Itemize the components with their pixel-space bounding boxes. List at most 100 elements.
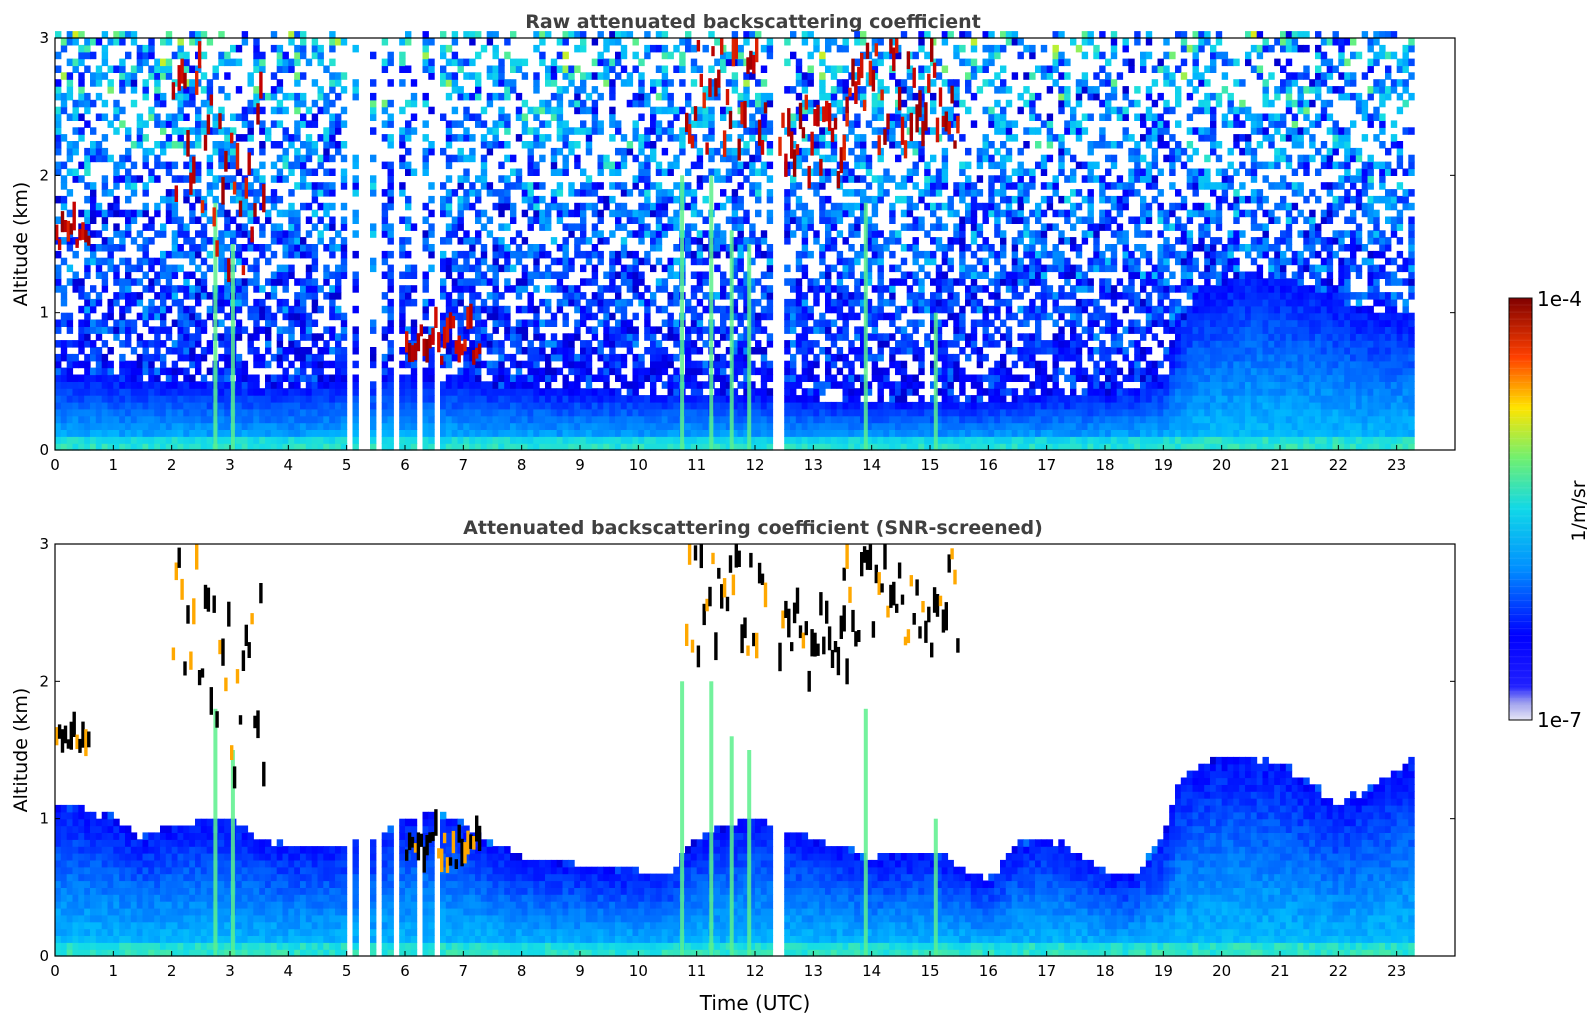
heatmap-cell: [644, 127, 651, 135]
heatmap-cell: [136, 209, 144, 218]
heatmap-cell: [568, 333, 575, 341]
heatmap-cell: [877, 257, 884, 266]
heatmap-cell: [498, 360, 505, 369]
heatmap-cell: [206, 422, 214, 430]
heatmap-cell: [451, 250, 459, 259]
heatmap-cell: [399, 360, 406, 369]
heatmap-cell: [107, 305, 114, 314]
heatmap-cell: [871, 285, 879, 293]
heatmap-cell: [457, 298, 464, 307]
heatmap-cell: [200, 292, 208, 300]
heatmap-cell: [562, 429, 569, 437]
heatmap-cell: [340, 182, 348, 190]
heatmap-cell: [545, 340, 552, 348]
heatmap-cell: [475, 189, 482, 197]
heatmap-cell: [795, 216, 803, 224]
heatmap-cell: [177, 305, 184, 314]
heatmap-cell: [819, 92, 826, 101]
heatmap-cell: [195, 443, 202, 451]
heatmap-cell: [801, 237, 809, 245]
heatmap-cell: [819, 154, 826, 163]
heatmap-cell: [125, 340, 132, 348]
heatmap-cell: [696, 120, 704, 128]
heatmap-cell: [160, 147, 167, 156]
heatmap-cell: [842, 374, 849, 382]
heatmap-cell: [673, 374, 680, 382]
heatmap-cell: [387, 340, 394, 348]
heatmap-cell: [877, 395, 884, 403]
heatmap-cell: [218, 209, 225, 218]
heatmap-cell: [877, 51, 884, 60]
heatmap-cell: [486, 147, 494, 156]
heatmap-cell: [160, 271, 167, 279]
heatmap-cell: [259, 147, 266, 156]
heatmap-cell: [661, 264, 669, 273]
heatmap-cell: [160, 401, 167, 410]
heatmap-cell: [574, 429, 581, 437]
heatmap-cell: [60, 285, 68, 293]
heatmap-cell: [200, 401, 208, 410]
heatmap-cell: [311, 99, 319, 108]
heatmap-cell: [463, 257, 470, 266]
heatmap-cell: [410, 127, 418, 135]
heatmap-cell: [142, 92, 149, 101]
heatmap-cell: [830, 154, 838, 163]
heatmap-cell: [515, 340, 523, 348]
heatmap-cell: [101, 422, 109, 430]
heatmap-cell: [119, 230, 126, 238]
heatmap-cell: [533, 436, 540, 444]
heatmap-cell: [445, 415, 453, 424]
heatmap-cell: [877, 230, 884, 238]
heatmap-cell: [865, 401, 873, 410]
heatmap-cell: [300, 360, 307, 369]
heatmap-cell: [171, 388, 179, 396]
heatmap-cell: [655, 223, 663, 231]
heatmap-cell: [749, 298, 756, 307]
heatmap-cell: [200, 99, 208, 108]
heatmap-cell: [451, 51, 459, 60]
heatmap-cell: [130, 189, 138, 197]
heatmap-cell: [154, 347, 161, 355]
heatmap-cell: [842, 388, 849, 396]
heatmap-cell: [230, 154, 237, 163]
heatmap-cell: [311, 395, 319, 403]
heatmap-cell: [860, 401, 867, 410]
heatmap-cell: [171, 244, 179, 252]
heatmap-cell: [189, 415, 196, 424]
heatmap-cell: [848, 127, 855, 135]
heatmap-cell: [259, 175, 266, 183]
heatmap-cell: [381, 106, 389, 115]
heatmap-cell: [813, 298, 820, 307]
heatmap-cell: [801, 250, 809, 259]
heatmap-cell: [539, 120, 546, 128]
heatmap-cell: [685, 305, 692, 314]
heatmap-cell: [865, 195, 873, 204]
heatmap-cell: [877, 278, 884, 286]
heatmap-cell: [335, 415, 342, 424]
heatmap-cell: [871, 92, 879, 101]
heatmap-cell: [165, 113, 173, 121]
heatmap-cell: [527, 106, 534, 115]
heatmap-cell: [469, 415, 476, 424]
heatmap-cell: [160, 58, 167, 67]
heatmap-cell: [574, 408, 581, 417]
heatmap-cell: [655, 257, 663, 266]
heatmap-cell: [311, 189, 319, 197]
heatmap-cell: [807, 347, 814, 355]
heatmap-cell: [329, 422, 336, 430]
heatmap-cell: [842, 436, 849, 444]
heatmap-cell: [422, 422, 429, 430]
heatmap-cell: [463, 367, 470, 376]
heatmap-cell: [107, 401, 114, 410]
heatmap-cell: [568, 388, 575, 396]
heatmap-cell: [387, 381, 394, 389]
heatmap-cell: [265, 374, 272, 382]
heatmap-cell: [276, 58, 284, 67]
heatmap-cell: [200, 86, 208, 94]
heatmap-cell: [107, 250, 114, 259]
heatmap-cell: [667, 161, 674, 170]
heatmap-cell: [300, 353, 307, 362]
heatmap-cell: [760, 422, 768, 430]
heatmap-cell: [177, 134, 184, 142]
heatmap-cell: [171, 216, 179, 224]
